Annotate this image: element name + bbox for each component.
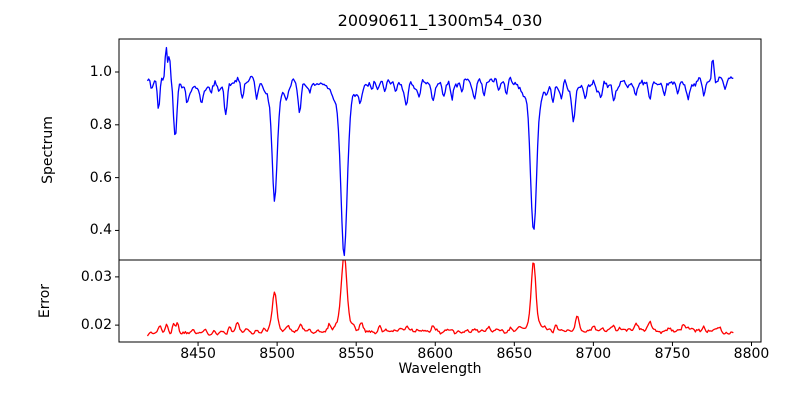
y-tick-label: 0.4 [89, 222, 112, 239]
x-tick-label: 8700 [575, 346, 612, 362]
x-tick-label: 8500 [259, 346, 295, 362]
x-tick-label: 8600 [417, 346, 454, 362]
error-y-axis-label: Error [37, 283, 53, 319]
y-tick-label: 0.02 [80, 317, 112, 334]
y-tick-label: 1.0 [89, 64, 112, 80]
x-tick-label: 8650 [496, 346, 533, 362]
x-tick-label: 8800 [733, 346, 770, 362]
axes-box-spectrum [118, 38, 762, 261]
y-tick-label: 0.03 [80, 268, 112, 285]
x-tick-label: 8750 [654, 346, 691, 362]
x-tick-label: 8550 [338, 346, 374, 362]
spectrum-line [146, 46, 734, 257]
chart-title: 20090611_1300m54_030 [337, 11, 543, 30]
error-line [146, 260, 734, 337]
x-axis-label: Wavelength [398, 361, 482, 377]
y-tick-label: 0.6 [89, 169, 112, 186]
y-tick-label: 0.8 [89, 116, 112, 133]
x-tick-label: 8450 [180, 346, 216, 362]
axes-box-error [118, 259, 762, 343]
